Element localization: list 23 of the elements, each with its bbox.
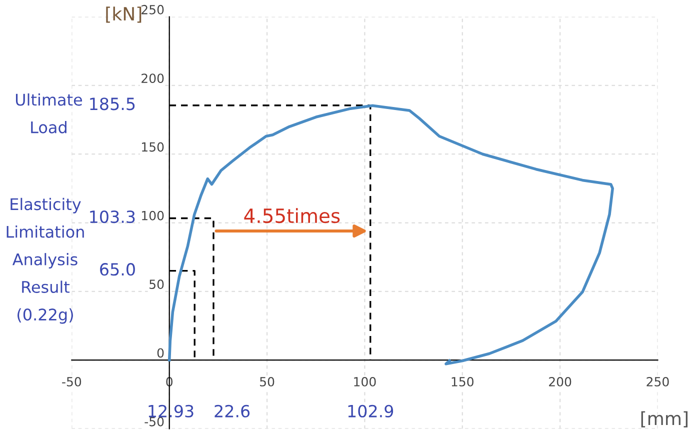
x-tick-label: 50	[260, 376, 274, 386]
y-tick-label: 100	[142, 210, 164, 220]
x-tick-label: 100	[354, 376, 376, 386]
annotation: Elasticity Limitation Analysis Result (0.22g)	[6, 198, 84, 324]
annotation: 185.5	[90, 98, 135, 110]
y-tick-label: 150	[142, 142, 164, 152]
y-tick-label: 200	[142, 74, 164, 84]
x-tick-label: 200	[549, 376, 572, 386]
annotation: 65.0	[100, 263, 135, 276]
x-tick-label: -50	[62, 376, 82, 386]
x-tick-label: 250	[646, 376, 669, 386]
annotation: 103.3	[90, 210, 135, 224]
y-tick-label: 50	[150, 280, 164, 290]
x-tick-label: 150	[452, 376, 474, 386]
y-tick-label: 250	[142, 4, 164, 14]
annotation: 102.9	[348, 404, 394, 418]
y-tick-label: 0	[157, 348, 164, 358]
y-tick-label: -50	[144, 416, 164, 426]
annotation: 22.6	[214, 404, 250, 418]
annotation: 4.55times	[244, 208, 340, 224]
y-axis-title: [kN]	[106, 6, 142, 23]
annotation: Ultimate Load	[16, 93, 82, 134]
x-axis-title: [mm]	[641, 411, 688, 428]
